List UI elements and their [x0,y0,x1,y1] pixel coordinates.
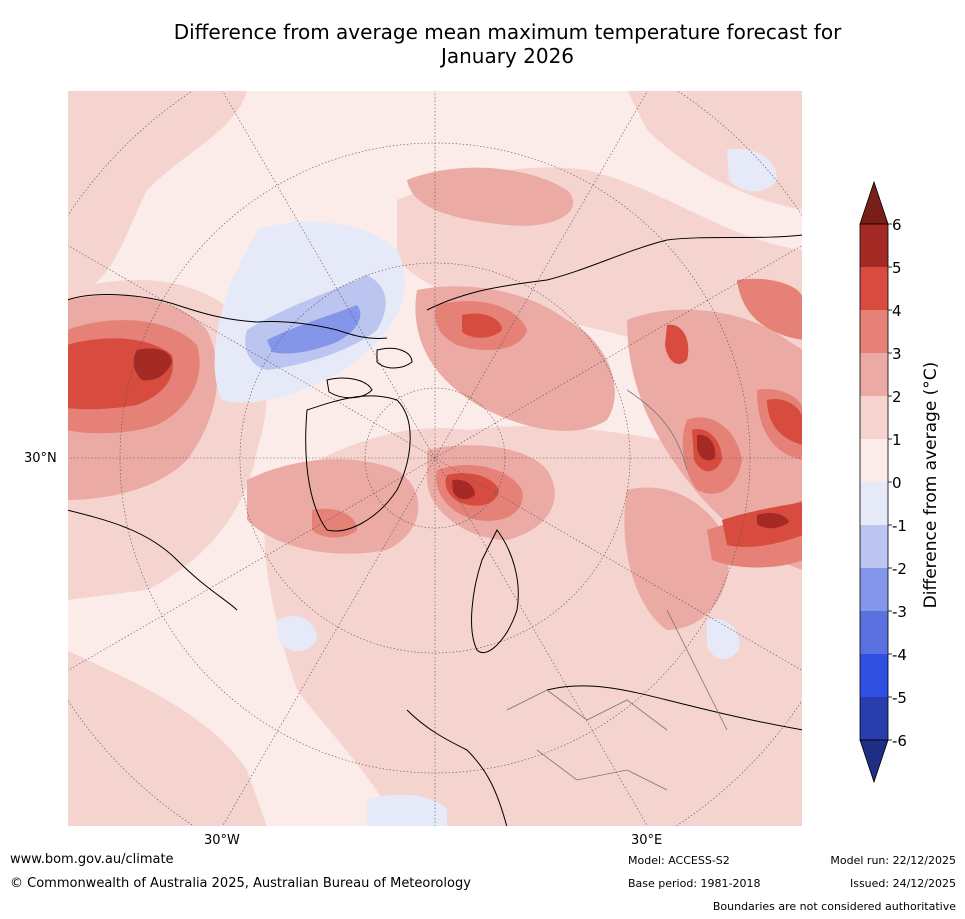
colorbar: 6 5 4 3 2 1 0 -1 -2 -3 -4 -5 -6 Difference from aver… [859,180,941,784]
footer-url: www.bom.gov.au/climate [10,852,174,867]
footer-boundaries-note: Boundaries are not considered authoritat… [712,900,956,913]
colorbar-extend-below [859,739,889,784]
colorbar-tick-label: 5 [892,259,902,277]
footer-issued: Issued: 24/12/2025 [849,877,956,890]
colorbar-segment-m5_m4 [860,654,888,697]
colorbar-segment-m6_m5 [860,697,888,740]
anomaly-5-6-regions [133,348,789,529]
title-line-1: Difference from average mean maximum tem… [173,20,842,44]
colorbar-tick-label: -4 [892,646,907,664]
colorbar-segment-3_4 [860,310,888,353]
anomaly-negative-regions [214,149,777,827]
colorbar-segment-2_3 [860,353,888,396]
colorbar-segment-4_5 [860,267,888,310]
lat-label-30n: 30°N [24,451,57,466]
map-title: Difference from average mean maximum tem… [60,20,955,68]
colorbar-segment-5_6 [860,224,888,267]
colorbar-tick-label: -2 [892,560,907,578]
lon-label-30w: 30°W [204,833,240,848]
colorbar-tick-label: 3 [892,345,902,363]
colorbar-segment-m3_m2 [860,568,888,611]
colorbar-tick-label: 0 [892,474,902,492]
colorbar-segment-m4_m3 [860,611,888,654]
footer-base-period: Base period: 1981-2018 [628,877,761,890]
colorbar-tick-label: -5 [892,689,907,707]
temperature-anomaly-map [67,90,803,827]
colorbar-tick-label: 2 [892,388,902,406]
colorbar-segment-m1_0 [860,482,888,525]
coastlines [67,234,803,827]
footer-model-run: Model run: 22/12/2025 [830,854,956,867]
colorbar-tick-label: 1 [892,431,902,449]
colorbar-tick-label: -6 [892,732,907,750]
graticule [67,90,803,827]
colorbar-tick-label: 6 [892,216,902,234]
colorbar-segment-0_1 [860,439,888,482]
country-boundaries [506,389,728,791]
colorbar-extend-above [859,180,889,225]
colorbar-segment-m2_m1 [860,525,888,568]
colorbar-segment-1_2 [860,396,888,439]
colorbar-tick-label: 4 [892,302,902,320]
lon-label-30e: 30°E [631,833,663,848]
colorbar-tick-label: -1 [892,517,907,535]
footer-model: Model: ACCESS-S2 [628,854,730,867]
title-line-2: January 2026 [440,44,575,68]
colorbar-tick-label: -3 [892,603,907,621]
footer-copyright: © Commonwealth of Australia 2025, Austra… [10,876,471,891]
colorbar-label: Difference from average (°C) [921,362,941,609]
